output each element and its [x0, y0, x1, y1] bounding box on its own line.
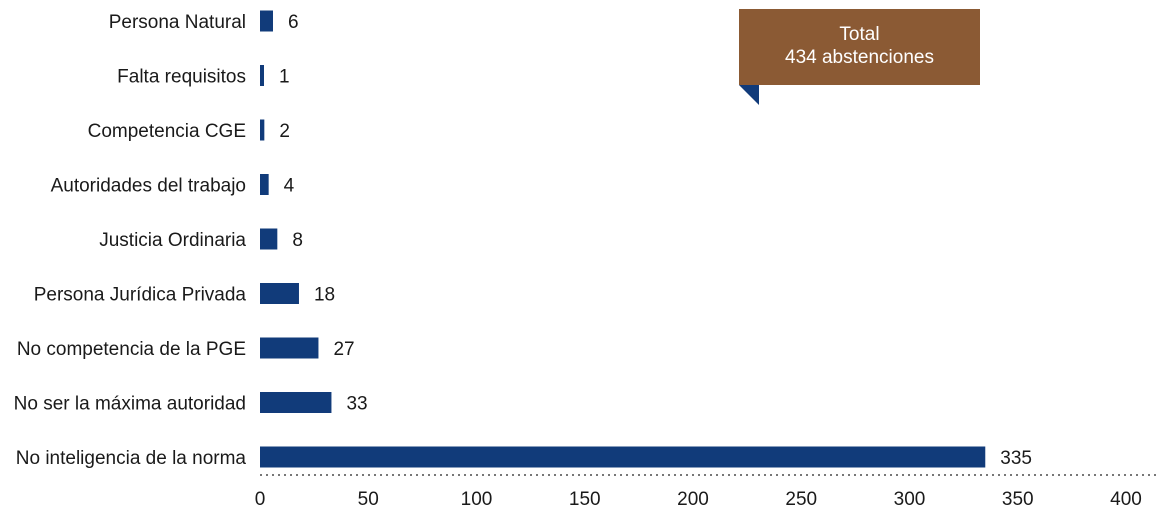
total-callout-shape: [739, 9, 980, 105]
bar-competencia-cge: [260, 119, 265, 141]
value-label-justicia-ordinaria: 8: [292, 230, 303, 251]
category-label-justicia-ordinaria: Justicia Ordinaria: [99, 230, 246, 251]
value-labels: 6 1 2 4 8 18 27 33 335: [279, 12, 1032, 469]
x-tick-label-0: 0: [255, 489, 266, 510]
value-label-competencia-cge: 2: [279, 121, 290, 142]
category-label-no-inteligencia-de-la-norma: No inteligencia de la norma: [16, 448, 247, 469]
callout-tail: [739, 85, 759, 105]
x-tick-label-300: 300: [894, 489, 926, 510]
bar-no-inteligencia-de-la-norma: [260, 446, 986, 468]
value-label-no-ser-la-maxima-autoridad: 33: [346, 394, 367, 415]
bar-falta-requisitos: [260, 65, 264, 86]
value-label-autoridades-del-trabajo: 4: [284, 176, 295, 197]
x-tick-label-400: 400: [1110, 489, 1142, 510]
bar-no-competencia-de-la-pge: [260, 337, 319, 359]
value-label-no-inteligencia-de-la-norma: 335: [1000, 448, 1032, 469]
value-label-no-competencia-de-la-pge: 27: [333, 339, 354, 360]
category-label-autoridades-del-trabajo: Autoridades del trabajo: [51, 176, 246, 197]
bar-persona-juridica-privada: [260, 283, 299, 304]
category-label-no-ser-la-maxima-autoridad: No ser la máxima autoridad: [14, 394, 246, 415]
x-tick-label-150: 150: [569, 489, 601, 510]
value-label-falta-requisitos: 1: [279, 67, 290, 88]
x-tick-label-50: 50: [358, 489, 379, 510]
category-label-falta-requisitos: Falta requisitos: [117, 67, 246, 88]
tick-labels: 0 50 100 150 200 250 300 350 400: [255, 489, 1142, 510]
x-tick-label-200: 200: [677, 489, 709, 510]
total-callout-title: Total: [839, 24, 880, 45]
value-label-persona-juridica-privada: 18: [314, 285, 335, 306]
x-tick-label-250: 250: [785, 489, 817, 510]
category-label-persona-natural: Persona Natural: [109, 12, 246, 33]
total-callout-value: 434 abstenciones: [785, 47, 934, 68]
bar-no-ser-la-maxima-autoridad: [260, 392, 332, 413]
category-label-no-competencia-de-la-pge: No competencia de la PGE: [17, 339, 246, 360]
callout-box: [739, 9, 980, 85]
category-label-competencia-cge: Competencia CGE: [88, 121, 246, 142]
bar-justicia-ordinaria: [260, 228, 278, 250]
x-tick-label-350: 350: [1002, 489, 1034, 510]
category-label-persona-juridica-privada: Persona Jurídica Privada: [34, 285, 247, 306]
total-callout: Total 434 abstenciones: [739, 9, 980, 85]
bar-persona-natural: [260, 10, 273, 32]
category-labels: Persona Natural Falta requisitos Competenc…: [14, 12, 247, 469]
bars: [260, 10, 986, 468]
x-tick-label-100: 100: [461, 489, 493, 510]
bar-autoridades-del-trabajo: [260, 174, 269, 195]
value-label-persona-natural: 6: [288, 12, 299, 33]
